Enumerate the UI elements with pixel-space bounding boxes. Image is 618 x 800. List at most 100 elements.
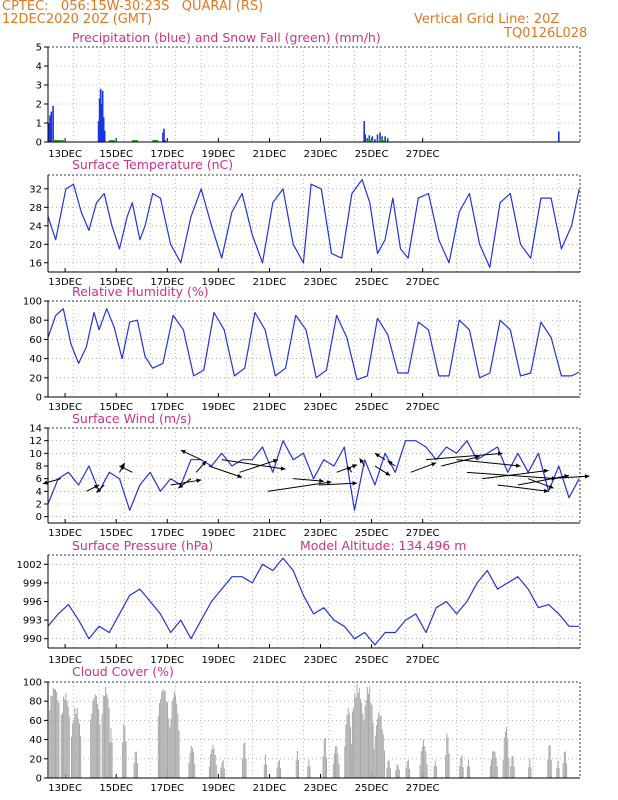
cloud-bar <box>64 699 66 778</box>
precip-date-label: 13DEC <box>48 149 82 160</box>
cloud-bar <box>122 742 124 778</box>
cloud-bar <box>383 750 385 778</box>
cloud-bar <box>364 705 366 778</box>
pressure-line <box>47 557 580 646</box>
cloud-bar <box>355 697 357 778</box>
wind-ytick-label: 4 <box>36 487 42 498</box>
cloud-bar <box>137 763 139 778</box>
cloud-ytick-label: 60 <box>29 716 42 727</box>
cloud-bar <box>382 734 384 778</box>
cloud-bar <box>368 693 370 778</box>
precip-bar <box>368 135 371 142</box>
wind-arrow <box>221 459 286 470</box>
cloud-bar <box>548 745 550 778</box>
rh-ytick-label: 40 <box>29 354 42 365</box>
precip-ytick-label: 3 <box>36 81 42 92</box>
cloud-bar <box>263 764 265 778</box>
cloud-bar <box>496 766 498 778</box>
wind-arrow-head <box>178 483 184 489</box>
temp-line <box>47 179 580 268</box>
cloud-bar <box>92 700 94 778</box>
wind-arrow <box>267 481 332 492</box>
cloud-bar <box>389 767 391 778</box>
cloud-bar <box>366 686 368 778</box>
cloud-bar <box>295 760 297 778</box>
cloud-bar <box>52 687 54 778</box>
precip-date-label: 17DEC <box>150 149 184 160</box>
pressure-ytick-label: 996 <box>23 597 42 608</box>
wind-arrow <box>425 452 503 461</box>
cloud-bar <box>324 737 326 778</box>
cloud-bar <box>221 761 223 778</box>
cloud-bar <box>220 767 222 778</box>
precip-bar <box>364 134 367 142</box>
cloud-bar <box>489 765 491 778</box>
cloud-bar <box>55 689 57 778</box>
cloud-bar <box>61 712 63 778</box>
cloud-bar <box>556 768 558 778</box>
cloud-bar <box>58 703 60 778</box>
cloud-bar <box>504 731 506 778</box>
cloud-bar <box>420 751 422 778</box>
cloud-bar <box>433 766 435 778</box>
cloud-bar <box>513 766 515 778</box>
cloud-bar <box>280 768 282 778</box>
cloud-bar <box>494 751 496 778</box>
cloud-bar <box>80 736 82 778</box>
cloud-bar <box>369 686 371 778</box>
rh-ytick-label: 60 <box>29 335 42 346</box>
cloud-bar <box>406 761 408 778</box>
cloud-bar <box>495 758 497 778</box>
cloud-bar <box>244 742 246 778</box>
precip-bar <box>162 132 164 142</box>
cloud-bar <box>528 767 530 778</box>
rh-date-label: 15DEC <box>99 402 133 413</box>
temp-date-label: 27DEC <box>406 277 440 288</box>
grid-note: Vertical Grid Line: 20Z <box>414 12 560 27</box>
wind-line <box>47 440 580 511</box>
wind-date-label: 19DEC <box>201 528 235 539</box>
cloud-bar <box>223 768 225 778</box>
cloud-bar <box>164 690 166 778</box>
precip-bar <box>103 130 106 142</box>
cloud-bar <box>563 752 565 778</box>
pressure-subtitle: Model Altitude: 134.496 m <box>300 538 466 553</box>
wind-arrow-head <box>584 474 590 479</box>
wind-arrow-head <box>280 466 286 471</box>
cloud-bar <box>190 745 192 778</box>
cloud-ytick-label: 20 <box>29 754 42 765</box>
cloud-bar <box>90 719 92 778</box>
precip-ytick-label: 5 <box>36 43 42 54</box>
cloud-bar <box>94 694 96 778</box>
cloud-bar <box>397 765 399 778</box>
cloud-bar <box>529 758 531 778</box>
cloud-bar <box>547 759 549 778</box>
cloud-bar <box>323 739 325 778</box>
cloud-bar <box>363 720 365 778</box>
cloud-bar <box>123 724 125 778</box>
temp-ytick-label: 28 <box>29 203 42 214</box>
wind-arrow <box>517 475 570 486</box>
cloud-bar <box>361 702 363 778</box>
wind-arrow-head <box>497 451 503 456</box>
cloud-bar <box>76 708 78 778</box>
wind-title: Surface Wind (m/s) <box>72 411 192 426</box>
temp-panel: Surface Temperature (nC) 16 20 24 28 32 13DEC 1… <box>29 157 581 288</box>
cloud-bar <box>469 766 471 778</box>
cloud-bar <box>460 757 462 778</box>
cloud-bar <box>178 730 180 778</box>
cloud-bar <box>562 762 564 778</box>
wind-arrow-head <box>319 478 324 483</box>
rh-ytick-label: 100 <box>23 297 42 308</box>
precip-bar <box>558 131 560 142</box>
cloud-bar <box>101 713 103 778</box>
temp-title: Surface Temperature (nC) <box>72 157 233 172</box>
wind-ytick-label: 14 <box>29 424 42 435</box>
precip-date-label: 21DEC <box>253 149 287 160</box>
cloud-bar <box>347 707 349 778</box>
wind-arrow <box>293 478 324 482</box>
cloud-bar <box>212 744 214 778</box>
cloud-date-label: 13DEC <box>48 783 82 794</box>
cloud-bar <box>266 764 268 778</box>
